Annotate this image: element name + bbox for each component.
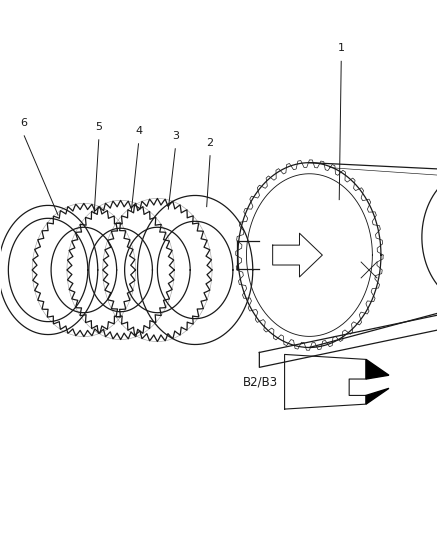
Text: 2: 2 [206,138,214,148]
Polygon shape [366,359,389,379]
Text: B2/B3: B2/B3 [243,375,278,388]
Text: 6: 6 [21,118,28,128]
Text: 3: 3 [172,131,179,141]
Text: 5: 5 [95,122,102,132]
Text: 1: 1 [338,43,345,53]
Text: 4: 4 [135,126,142,136]
Polygon shape [366,389,389,404]
